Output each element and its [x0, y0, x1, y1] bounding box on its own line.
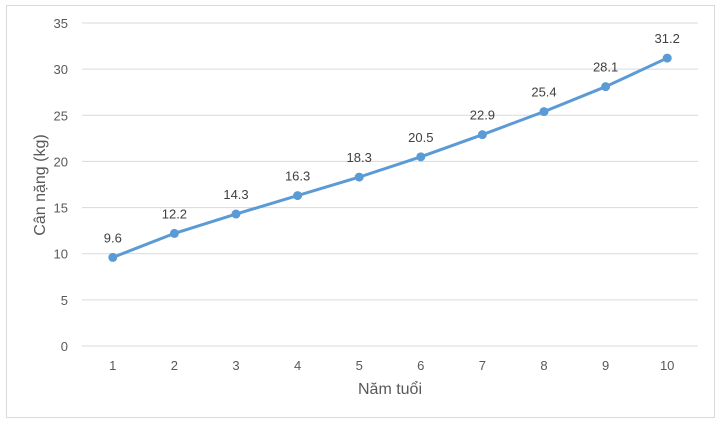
x-tick-label: 5 — [356, 358, 363, 373]
x-tick-label: 8 — [540, 358, 547, 373]
data-point — [662, 53, 672, 63]
data-point — [293, 191, 303, 201]
data-label: 9.6 — [104, 230, 122, 245]
data-point — [108, 252, 118, 262]
x-tick-label: 3 — [232, 358, 239, 373]
y-tick-label: 5 — [61, 293, 68, 308]
x-tick-label: 6 — [417, 358, 424, 373]
data-label: 16.3 — [285, 169, 310, 184]
y-tick-label: 20 — [54, 154, 68, 169]
data-label: 25.4 — [531, 85, 556, 100]
y-axis-ticks: 0 5 10 15 20 25 30 35 — [54, 16, 68, 354]
data-label: 18.3 — [347, 150, 372, 165]
data-point — [539, 107, 549, 117]
data-label: 28.1 — [593, 60, 618, 75]
data-label: 22.9 — [470, 108, 495, 123]
data-point — [477, 130, 487, 140]
y-tick-label: 35 — [54, 16, 68, 31]
y-tick-label: 10 — [54, 247, 68, 262]
data-label: 20.5 — [408, 130, 433, 145]
data-labels: 9.6 12.2 14.3 16.3 18.3 20.5 22.9 25.4 28.1 31.2 — [104, 31, 680, 245]
data-point — [416, 152, 426, 162]
x-tick-label: 9 — [602, 358, 609, 373]
y-tick-label: 15 — [54, 201, 68, 216]
y-tick-label: 0 — [61, 339, 68, 354]
data-label: 12.2 — [162, 206, 187, 221]
data-label: 31.2 — [655, 31, 680, 46]
x-tick-label: 7 — [479, 358, 486, 373]
data-point — [601, 82, 611, 92]
x-axis-ticks: 1 2 3 4 5 6 7 8 9 10 — [109, 358, 674, 373]
x-tick-label: 2 — [171, 358, 178, 373]
x-tick-label: 10 — [660, 358, 674, 373]
data-markers — [108, 53, 672, 262]
data-point — [231, 209, 241, 219]
data-point — [354, 172, 364, 182]
data-point — [169, 228, 179, 238]
y-axis-title: Cân nặng (kg) — [32, 134, 49, 235]
y-tick-label: 25 — [54, 108, 68, 123]
y-tick-label: 30 — [54, 62, 68, 77]
gridlines — [82, 22, 698, 347]
data-label: 14.3 — [223, 187, 248, 202]
x-tick-label: 4 — [294, 358, 301, 373]
chart-frame — [6, 5, 715, 418]
x-tick-label: 1 — [109, 358, 116, 373]
x-axis-title: Năm tuổi — [358, 380, 422, 398]
series-line — [111, 56, 669, 259]
